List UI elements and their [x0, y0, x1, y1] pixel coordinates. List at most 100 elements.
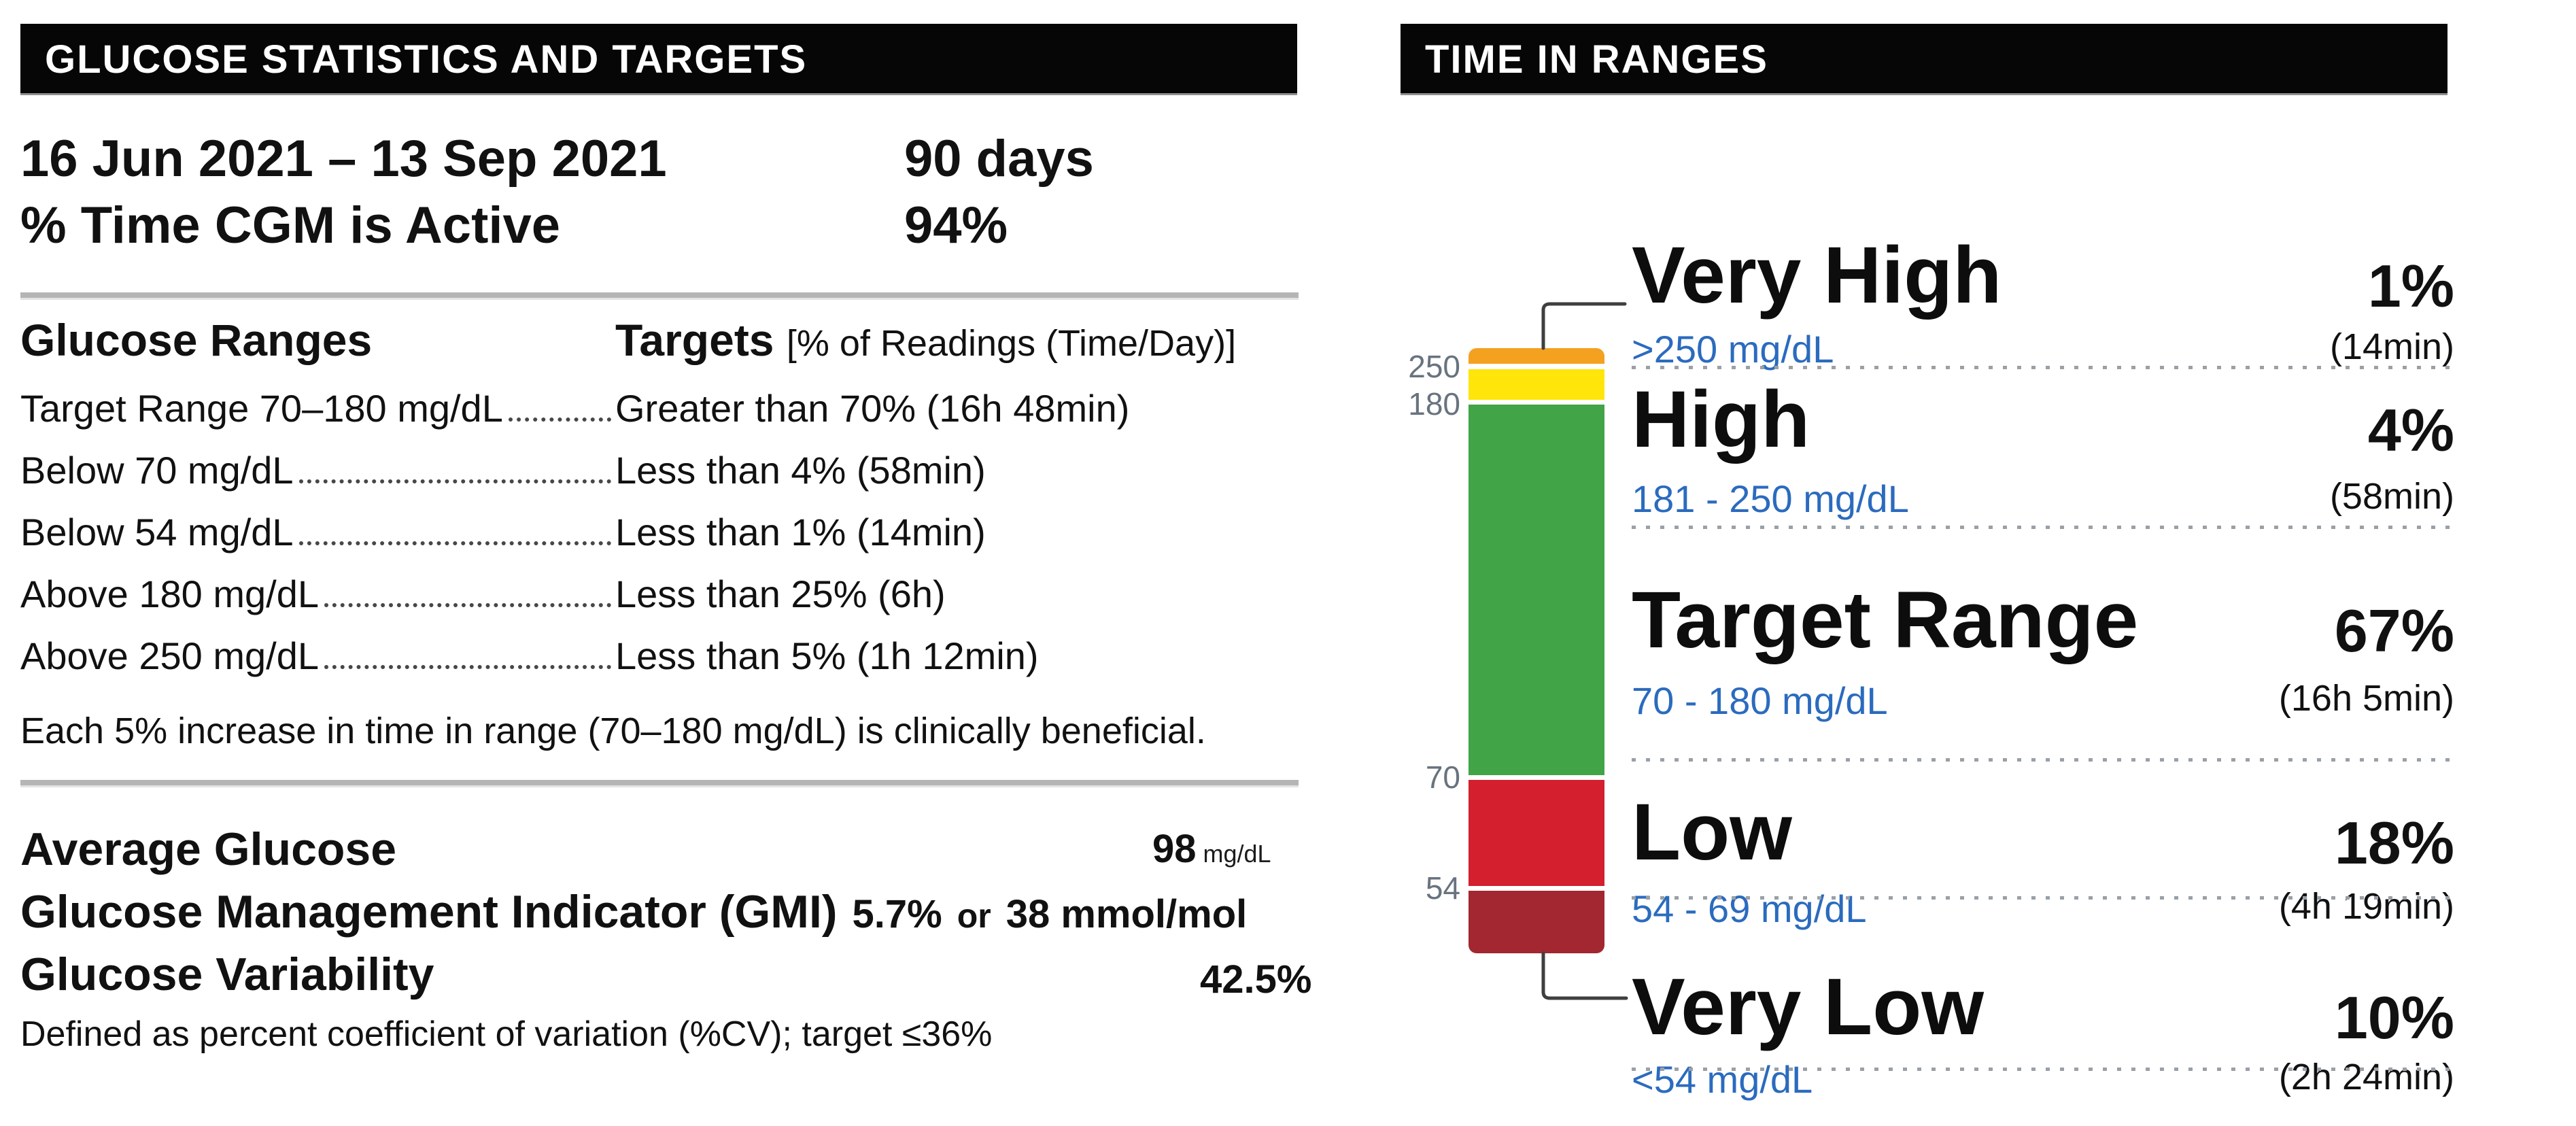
range-row-below70: Below 70 mg/dL Less than 4% (58min): [20, 439, 1312, 501]
tir-row-very-low: Very Low <54 mg/dL 10% (2h 24min): [1632, 900, 2454, 1101]
date-range: 16 Jun 2021 – 13 Sep 2021: [20, 130, 667, 188]
glucose-statistics-panel: GLUCOSE STATISTICS AND TARGETS 16 Jun 20…: [20, 24, 1312, 1126]
tir-time: (14min): [2329, 326, 2454, 367]
bar-segment-high: [1469, 369, 1604, 400]
range-label: Below 54 mg/dL: [20, 511, 294, 553]
gmi-mmol: 38 mmol/mol: [1006, 892, 1248, 936]
ranges-header: Glucose Ranges Targets [% of Readings (T…: [20, 313, 1312, 367]
tir-time: (58min): [2329, 476, 2454, 517]
tir-range: 70 - 180 mg/dL: [1632, 679, 1888, 722]
tir-right: 1% (14min): [2330, 235, 2454, 369]
tir-range: 181 - 250 mg/dL: [1632, 477, 1909, 520]
tir-right: 10% (2h 24min): [2279, 900, 2454, 1098]
tir-percent: 18%: [2334, 809, 2454, 876]
divider-top: [20, 292, 1299, 300]
very-high-callout-line: [1541, 302, 1627, 350]
range-target: Less than 5% (1h 12min): [615, 634, 1039, 677]
targets-header-note: [% of Readings (Time/Day)]: [786, 323, 1237, 364]
tir-percent: 67%: [2334, 597, 2454, 664]
gmi-label: Glucose Management Indicator (GMI): [20, 886, 838, 938]
top-stats: 16 Jun 2021 – 13 Sep 2021 90 days % Time…: [20, 126, 1312, 259]
tir-left: Very High >250 mg/dL: [1632, 231, 2002, 371]
tir-row-low: Low 54 - 69 mg/dL 18% (4h 19min): [1632, 762, 2454, 930]
cgm-active-value: 94%: [904, 197, 1008, 254]
gmi-percent: 5.7%: [852, 892, 942, 936]
range-label: Target Range 70–180 mg/dL: [20, 387, 503, 430]
range-row-above180: Above 180 mg/dL Less than 25% (6h): [20, 563, 1312, 625]
tir-row-very-high: Very High >250 mg/dL 1% (14min): [1632, 231, 2454, 371]
tir-left: Target Range 70 - 180 mg/dL: [1632, 529, 2138, 762]
tir-right: 4% (58min): [2330, 369, 2454, 529]
variability-label: Glucose Variability: [20, 949, 434, 1000]
axis-label-180: 180: [1408, 386, 1460, 422]
tir-time: (2h 24min): [2278, 1057, 2454, 1097]
tir-percent: 1%: [2367, 252, 2454, 320]
targets-header: Targets [% of Readings (Time/Day)]: [615, 313, 1236, 371]
bar-segment-target-range: [1469, 405, 1604, 775]
range-label: Below 70 mg/dL: [20, 449, 294, 492]
tir-title: Very Low: [1632, 962, 1985, 1052]
tir-title: Target Range: [1632, 575, 2139, 665]
average-glucose-row: Average Glucose 98 mg/dL: [20, 818, 1380, 881]
tir-left: Very Low <54 mg/dL: [1632, 900, 1985, 1101]
very-low-callout-line: [1541, 951, 1628, 1000]
tir-right: 18% (4h 19min): [2279, 762, 2454, 927]
tir-time: (16h 5min): [2278, 678, 2454, 719]
tir-title: Low: [1632, 787, 1792, 877]
bar-segment-very-low: [1469, 891, 1604, 953]
glucose-statistics-header: GLUCOSE STATISTICS AND TARGETS: [20, 24, 1297, 95]
tir-percent: 10%: [2334, 984, 2454, 1051]
dotted-leader: [508, 417, 611, 422]
time-in-ranges-header: TIME IN RANGES: [1401, 24, 2448, 95]
range-row-target: Target Range 70–180 mg/dL Greater than 7…: [20, 377, 1312, 439]
tir-rows: Very High >250 mg/dL 1% (14min) High 181…: [1632, 231, 2454, 1101]
range-row-above250: Above 250 mg/dL Less than 5% (1h 12min): [20, 625, 1312, 687]
range-row-below54: Below 54 mg/dL Less than 1% (14min): [20, 501, 1312, 563]
summary-stats: Average Glucose 98 mg/dL Glucose Manageme…: [20, 818, 1380, 1006]
average-glucose-label: Average Glucose: [20, 823, 397, 875]
average-glucose-value: 98: [1152, 827, 1197, 871]
cv-definition-note: Defined as percent coefficient of variat…: [20, 1014, 993, 1054]
range-target: Less than 4% (58min): [615, 449, 986, 492]
tir-title: Very High: [1632, 231, 2002, 320]
targets-header-bold: Targets: [615, 315, 774, 365]
bar-segment-low: [1469, 780, 1604, 886]
axis-label-54: 54: [1425, 870, 1460, 906]
cgm-active-label: % Time CGM is Active: [20, 197, 561, 254]
clinical-benefit-note: Each 5% increase in time in range (70–18…: [20, 711, 1206, 751]
date-range-row: 16 Jun 2021 – 13 Sep 2021 90 days: [20, 126, 1312, 192]
tir-right: 67% (16h 5min): [2279, 529, 2454, 762]
tir-left: Low 54 - 69 mg/dL: [1632, 762, 1867, 930]
tir-percent: 4%: [2367, 396, 2454, 464]
tir-title: High: [1632, 375, 1810, 464]
days-count: 90 days: [904, 130, 1094, 188]
axis-label-250: 250: [1408, 349, 1460, 384]
glucose-ranges-header: Glucose Ranges: [20, 315, 373, 365]
variability-value: 42.5%: [1200, 957, 1312, 1002]
range-label: Above 180 mg/dL: [20, 573, 319, 615]
tir-row-high: High 181 - 250 mg/dL 4% (58min): [1632, 369, 2454, 529]
axis-label-70: 70: [1425, 760, 1460, 795]
dotted-leader: [324, 664, 611, 669]
divider-bottom: [20, 780, 1299, 787]
tir-row-target-range: Target Range 70 - 180 mg/dL 67% (16h 5mi…: [1632, 529, 2454, 762]
average-glucose-unit: mg/dL: [1203, 840, 1271, 868]
tir-time: (4h 19min): [2278, 886, 2454, 927]
dotted-leader: [298, 541, 611, 545]
gmi-or: or: [957, 897, 991, 935]
gmi-row: Glucose Management Indicator (GMI) 5.7% …: [20, 881, 1380, 943]
range-label: Above 250 mg/dL: [20, 634, 319, 677]
dotted-leader: [298, 479, 611, 483]
range-target: Less than 25% (6h): [615, 573, 946, 615]
glucose-ranges-table: Target Range 70–180 mg/dL Greater than 7…: [20, 377, 1312, 687]
range-target: Greater than 70% (16h 48min): [615, 387, 1130, 430]
time-in-ranges-panel: TIME IN RANGES 250 180 70 54 Very High >…: [1401, 24, 2529, 1126]
tir-range: 54 - 69 mg/dL: [1632, 887, 1867, 930]
bar-segment-very-high: [1469, 348, 1604, 364]
variability-row: Glucose Variability 42.5%: [20, 943, 1380, 1006]
cgm-active-row: % Time CGM is Active 94%: [20, 192, 1312, 259]
dotted-leader: [324, 602, 611, 607]
range-target: Less than 1% (14min): [615, 511, 986, 553]
tir-range: <54 mg/dL: [1632, 1058, 1813, 1101]
